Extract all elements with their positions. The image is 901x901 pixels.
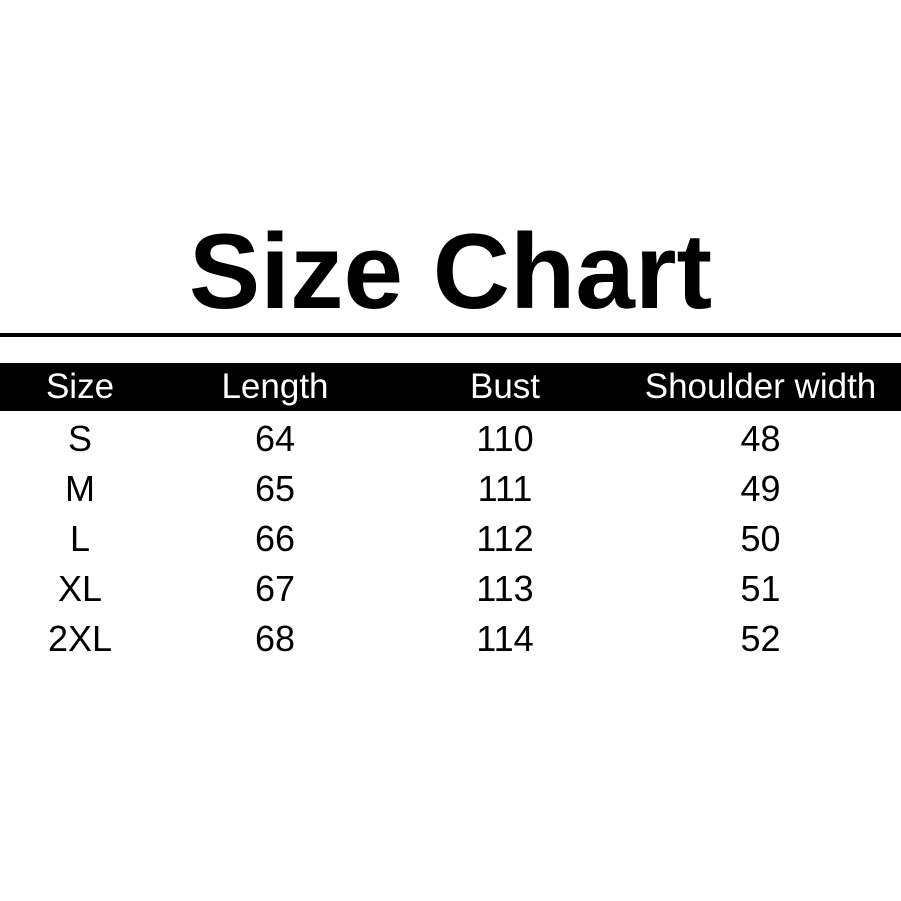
table-row-m: M 65 111 49 — [0, 464, 901, 514]
shoulder-width-value: 48 — [740, 418, 781, 459]
size-value: 2XL — [47, 618, 113, 659]
length-value: 65 — [254, 468, 296, 509]
size-value: M — [65, 468, 95, 509]
bust-value: 112 — [476, 518, 534, 559]
column-header-bust: Bust — [469, 367, 541, 406]
title-divider — [0, 333, 901, 337]
bust-value: 111 — [477, 468, 533, 509]
size-value: L — [69, 518, 91, 559]
shoulder-width-value: 50 — [740, 518, 781, 559]
page-title: Size Chart — [188, 211, 713, 331]
bust-value: 113 — [476, 568, 534, 609]
length-value: 66 — [254, 518, 296, 559]
table-body: S 64 110 48 M 65 111 49 L 66 112 50 XL 6… — [0, 414, 901, 664]
table-row-2xl: 2XL 68 114 52 — [0, 614, 901, 664]
column-header-length: Length — [221, 367, 329, 406]
bust-value: 110 — [476, 418, 534, 459]
length-value: 68 — [254, 618, 296, 659]
table-row-l: L 66 112 50 — [0, 514, 901, 564]
table-row-xl: XL 67 113 51 — [0, 564, 901, 614]
bust-value: 114 — [476, 618, 534, 659]
length-value: 67 — [254, 568, 296, 609]
column-header-size: Size — [45, 367, 115, 406]
size-value: S — [67, 418, 92, 459]
table-header-row: Size Length Bust Shoulder width — [0, 363, 901, 411]
length-value: 64 — [254, 418, 296, 459]
shoulder-width-value: 51 — [740, 568, 781, 609]
size-value: XL — [57, 568, 103, 609]
table-row-s: S 64 110 48 — [0, 414, 901, 464]
shoulder-width-value: 52 — [740, 618, 781, 659]
column-header-shoulder-width: Shoulder width — [644, 367, 877, 406]
shoulder-width-value: 49 — [740, 468, 781, 509]
